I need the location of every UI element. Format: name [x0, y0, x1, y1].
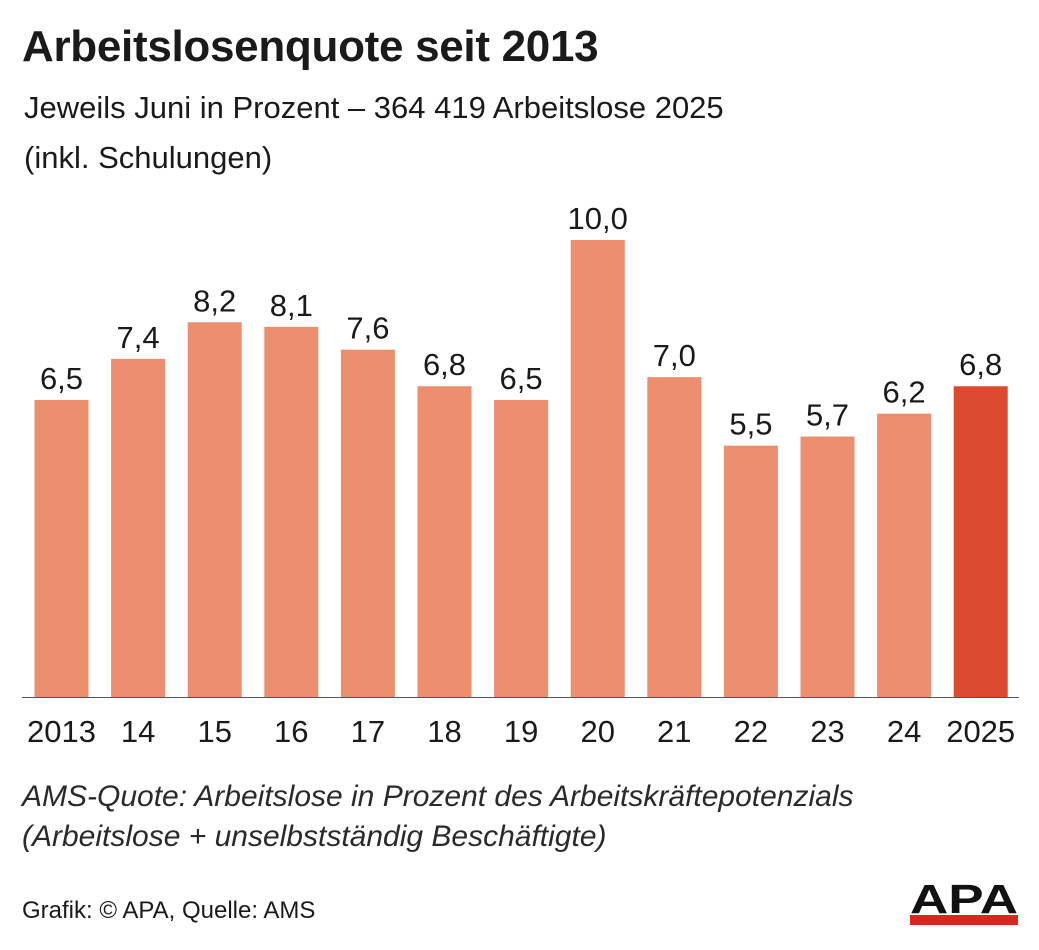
data-label: 6,2	[883, 375, 926, 410]
x-tick-label: 16	[274, 714, 308, 749]
x-tick-label: 24	[887, 714, 921, 749]
x-tick-label: 18	[427, 714, 461, 749]
chart-subtitle-note: (inkl. Schulungen)	[24, 140, 273, 175]
x-tick-label: 15	[197, 714, 231, 749]
x-tick-label: 2013	[27, 714, 96, 749]
x-tick-label: 19	[504, 714, 538, 749]
bar-16	[264, 326, 319, 697]
data-label: 6,8	[423, 347, 466, 382]
chart-subtitle: Jeweils Juni in Prozent – 364 419 Arbeit…	[24, 90, 724, 125]
apa-logo: APA	[910, 878, 1018, 925]
bar-chart: 6,5 2013 7,4 14 8,2 15 8,1 16 7,6 17 6,8 18 6,5 19 10,…	[22, 201, 1019, 749]
bar-2025	[953, 386, 1008, 697]
data-label: 10,0	[568, 201, 628, 236]
bar-17	[340, 349, 395, 697]
x-tick-label: 22	[734, 714, 768, 749]
x-tick-label: 17	[351, 714, 385, 749]
bar-19	[494, 399, 549, 697]
data-label: 6,8	[959, 347, 1002, 382]
data-label: 7,6	[346, 311, 389, 346]
x-tick-label: 14	[121, 714, 155, 749]
bar-22	[723, 445, 778, 697]
data-label: 8,1	[270, 288, 313, 323]
x-tick-label: 2025	[946, 714, 1015, 749]
chart-title: Arbeitslosenquote seit 2013	[22, 22, 599, 71]
footnote-line-1: AMS-Quote: Arbeitslose in Prozent des Ar…	[22, 780, 854, 813]
bar-23	[800, 436, 855, 697]
data-label: 8,2	[193, 283, 236, 318]
x-tick-label: 23	[810, 714, 844, 749]
bar-14	[111, 358, 166, 697]
bar-24	[877, 413, 932, 697]
bar-18	[417, 386, 472, 697]
data-label: 6,5	[40, 361, 83, 396]
data-label: 5,7	[806, 398, 849, 433]
apa-logo-bar	[910, 915, 1018, 925]
source-credit: Grafik: © APA, Quelle: AMS	[22, 897, 316, 924]
bar-21	[647, 377, 702, 697]
bar-15	[187, 322, 242, 697]
apa-logo-text: APA	[910, 878, 1018, 922]
data-label: 5,5	[729, 407, 772, 442]
data-label: 6,5	[500, 361, 543, 396]
bar-2013	[34, 399, 89, 697]
x-tick-label: 20	[580, 714, 614, 749]
footnote-line-2: (Arbeitslose + unselbstständig Beschäfti…	[22, 820, 607, 853]
data-label: 7,0	[653, 338, 696, 373]
x-tick-label: 21	[657, 714, 691, 749]
data-label: 7,4	[117, 320, 160, 355]
bar-20	[570, 240, 625, 697]
